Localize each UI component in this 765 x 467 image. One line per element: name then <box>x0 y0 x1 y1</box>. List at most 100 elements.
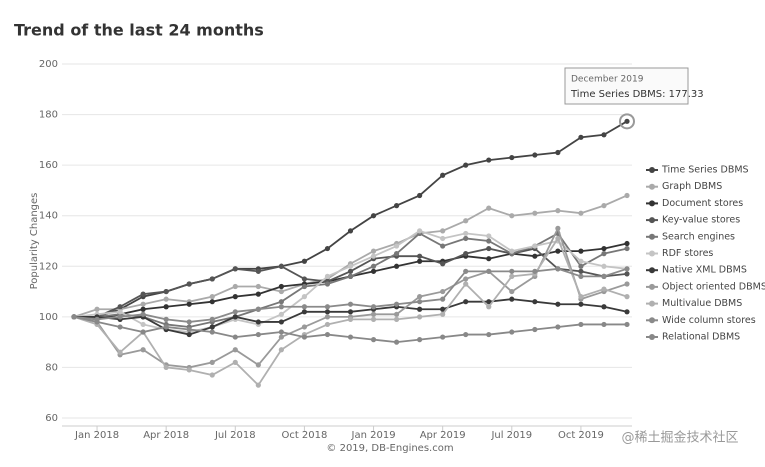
point <box>278 347 284 353</box>
point <box>255 331 261 338</box>
point <box>417 314 423 320</box>
point <box>278 299 284 305</box>
point <box>509 268 515 274</box>
point <box>278 334 284 340</box>
legend-label: Document stores <box>662 198 743 209</box>
point <box>601 263 607 269</box>
legend-label: Object oriented DBMS <box>662 281 765 292</box>
point <box>417 337 423 343</box>
point <box>601 203 607 209</box>
point <box>370 337 377 343</box>
legend-marker <box>649 217 655 224</box>
point <box>186 326 192 333</box>
point <box>232 294 238 300</box>
point <box>324 314 331 320</box>
point <box>117 349 123 355</box>
point <box>486 238 492 244</box>
x-tick-label: Jan 2019 <box>351 430 396 441</box>
point <box>278 288 284 295</box>
point <box>578 268 584 274</box>
y-axis-label: Popularity Changes <box>29 193 40 290</box>
legend-marker <box>649 317 655 324</box>
point <box>463 218 469 224</box>
y-tick-label: 140 <box>39 211 58 222</box>
point <box>463 276 469 282</box>
legend-label: Key-value stores <box>662 215 740 226</box>
point <box>163 296 169 302</box>
point <box>278 263 284 269</box>
point <box>255 382 261 388</box>
point <box>301 324 308 330</box>
point <box>601 132 607 138</box>
point <box>278 319 284 325</box>
point <box>463 331 469 338</box>
point <box>440 311 446 317</box>
point <box>140 321 146 328</box>
point <box>624 309 630 315</box>
point <box>555 324 561 330</box>
point <box>278 329 284 335</box>
point <box>624 321 630 328</box>
point <box>209 329 215 335</box>
point <box>117 314 123 320</box>
point <box>532 243 538 249</box>
point <box>440 235 446 242</box>
point <box>624 281 630 287</box>
point <box>532 268 538 274</box>
source: © 2019, DB-Engines.com <box>326 443 453 454</box>
point <box>463 268 469 274</box>
point <box>370 304 377 310</box>
y-tick-label: 120 <box>39 261 58 272</box>
point <box>440 288 446 295</box>
point <box>186 367 192 373</box>
point <box>624 266 630 272</box>
y-tick-label: 80 <box>45 362 58 373</box>
legend-label: Relational DBMS <box>662 332 740 343</box>
legend-marker <box>649 167 655 173</box>
point <box>140 306 146 312</box>
point <box>486 299 492 305</box>
point <box>370 253 377 259</box>
point <box>578 258 584 264</box>
y-tick-label: 100 <box>39 312 58 323</box>
point <box>578 263 584 269</box>
point <box>347 228 354 234</box>
point <box>532 326 538 333</box>
point <box>370 263 377 269</box>
point <box>555 248 561 254</box>
point <box>509 329 515 335</box>
legend-marker <box>649 334 655 340</box>
tooltip-highlight <box>619 113 635 130</box>
point <box>393 251 400 257</box>
point <box>486 268 492 274</box>
point <box>555 149 561 156</box>
point <box>486 205 492 211</box>
point <box>209 294 215 300</box>
point <box>601 273 607 279</box>
x-tick-label: Apr 2019 <box>420 430 466 441</box>
point <box>417 306 423 312</box>
y-tick-label: 60 <box>45 413 58 424</box>
point <box>117 309 123 315</box>
x-tick-label: Oct 2019 <box>558 430 604 441</box>
point <box>555 208 561 214</box>
point <box>578 134 584 140</box>
series-line <box>74 120 628 318</box>
point <box>463 230 469 237</box>
point <box>209 324 215 330</box>
x-tick-label: Jul 2018 <box>214 430 256 441</box>
point <box>186 301 192 307</box>
point <box>255 283 261 290</box>
point <box>393 263 400 269</box>
point <box>578 301 584 307</box>
point <box>232 266 238 272</box>
point <box>255 362 261 368</box>
point <box>278 283 284 290</box>
point <box>209 372 215 378</box>
point <box>532 152 538 158</box>
point <box>578 248 584 254</box>
chart-title: Trend of the last 24 months <box>14 21 264 40</box>
point <box>555 235 561 242</box>
point <box>486 233 492 239</box>
point <box>209 359 215 365</box>
